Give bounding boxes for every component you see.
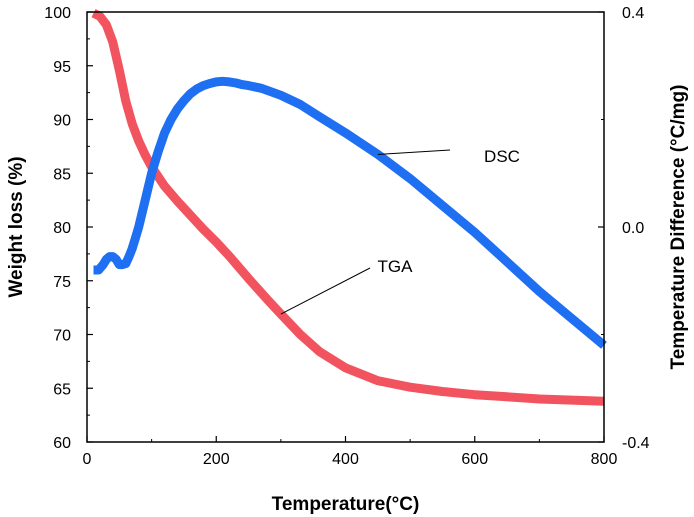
y-tick-label: 80 — [53, 220, 71, 237]
annotation-dsc: DSC — [484, 147, 520, 166]
x-axis-title: Temperature(°C) — [272, 494, 420, 515]
y2-tick-label: -0.4 — [622, 435, 650, 452]
y2-tick-label: 0.0 — [622, 220, 644, 237]
annotation-layer: TGA DSC — [280, 147, 520, 315]
y-tick-label: 65 — [53, 381, 71, 398]
y-tick-label: 90 — [53, 113, 71, 130]
y-tick-label: 100 — [44, 5, 71, 22]
y-tick-label: 75 — [53, 274, 71, 291]
series-layer — [91, 9, 607, 406]
y-tick-label: 70 — [53, 328, 71, 345]
x-tick-label: 800 — [591, 451, 618, 468]
y-tick-label: 85 — [53, 166, 71, 183]
y-tick-label: 60 — [53, 435, 71, 452]
series-line-tga — [91, 9, 605, 406]
y-tick-label: 95 — [53, 59, 71, 76]
y-axis-title: Weight loss (%) — [6, 156, 27, 297]
ticks-layer: 0 200 400 600 800 60 65 70 75 80 85 90 95 100 -0.4 0.0 0… — [44, 5, 649, 468]
x-tick-label: 400 — [332, 451, 359, 468]
annotation-leader-dsc — [377, 149, 451, 155]
series-line-dsc — [93, 76, 607, 349]
y2-tick-label: 0.4 — [622, 5, 644, 22]
annotation-tga: TGA — [378, 257, 414, 276]
x-tick-label: 600 — [461, 451, 488, 468]
y2-axis-title: Temperature Difference (°C/mg) — [668, 85, 689, 370]
annotation-leader-tga — [280, 267, 371, 315]
x-tick-label: 0 — [83, 451, 92, 468]
x-tick-label: 200 — [203, 451, 230, 468]
plot-frame — [86, 11, 605, 443]
